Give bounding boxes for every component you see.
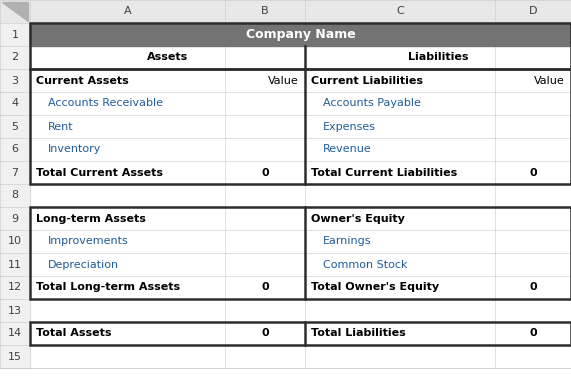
Text: 8: 8 (11, 190, 19, 201)
Text: 9: 9 (11, 213, 19, 224)
Polygon shape (2, 2, 28, 21)
Text: 7: 7 (11, 167, 19, 178)
Text: Accounts Payable: Accounts Payable (323, 98, 421, 109)
Text: Total Liabilities: Total Liabilities (311, 328, 406, 339)
Text: B: B (261, 6, 269, 17)
Bar (0, 345, 30, 368)
Bar (0, 0, 571, 23)
Text: Rent: Rent (48, 121, 74, 132)
Text: Total Current Liabilities: Total Current Liabilities (311, 167, 457, 178)
Text: Total Assets: Total Assets (36, 328, 111, 339)
Bar (30, 69, 571, 184)
Text: Value: Value (268, 75, 299, 86)
Text: Owner's Equity: Owner's Equity (311, 213, 405, 224)
Text: Long-term Assets: Long-term Assets (36, 213, 146, 224)
Bar (0, 207, 30, 230)
Bar (0, 184, 30, 207)
Bar (0, 276, 30, 299)
Text: Total Long-term Assets: Total Long-term Assets (36, 282, 180, 293)
Bar (0, 69, 30, 92)
Text: 12: 12 (8, 282, 22, 293)
Text: Current Assets: Current Assets (36, 75, 128, 86)
Bar (0, 230, 30, 253)
Text: Improvements: Improvements (48, 236, 128, 247)
Text: 0: 0 (261, 282, 269, 293)
Text: Total Current Assets: Total Current Assets (36, 167, 163, 178)
Text: Common Stock: Common Stock (323, 259, 408, 270)
Text: Earnings: Earnings (323, 236, 372, 247)
Bar (0, 46, 30, 69)
Text: 4: 4 (11, 98, 19, 109)
Text: 3: 3 (11, 75, 18, 86)
Text: 2: 2 (11, 52, 19, 63)
Text: 0: 0 (529, 282, 537, 293)
Text: 10: 10 (8, 236, 22, 247)
Text: 0: 0 (529, 167, 537, 178)
Bar (0, 253, 30, 276)
Text: 6: 6 (11, 144, 18, 155)
Bar (0, 92, 30, 115)
Text: Current Liabilities: Current Liabilities (311, 75, 423, 86)
Bar (0, 299, 30, 322)
Text: 5: 5 (11, 121, 18, 132)
Text: 11: 11 (8, 259, 22, 270)
Bar (0, 115, 30, 138)
Text: 1: 1 (11, 29, 18, 40)
Bar (0, 322, 30, 345)
Bar (30, 23, 571, 46)
Text: Company Name: Company Name (246, 28, 355, 41)
Bar (0, 138, 30, 161)
Text: Value: Value (534, 75, 565, 86)
Bar (30, 207, 571, 299)
Text: Liabilities: Liabilities (408, 52, 468, 63)
Text: C: C (396, 6, 404, 17)
Text: Depreciation: Depreciation (48, 259, 119, 270)
Bar (30, 23, 571, 69)
Text: 0: 0 (261, 167, 269, 178)
Text: Assets: Assets (147, 52, 188, 63)
Text: 14: 14 (8, 328, 22, 339)
Text: Revenue: Revenue (323, 144, 372, 155)
Bar (0, 23, 30, 46)
Text: 0: 0 (529, 328, 537, 339)
Text: Accounts Receivable: Accounts Receivable (48, 98, 163, 109)
Text: Expenses: Expenses (323, 121, 376, 132)
Text: 15: 15 (8, 351, 22, 362)
Text: Total Owner's Equity: Total Owner's Equity (311, 282, 439, 293)
Bar (0, 161, 30, 184)
Text: 13: 13 (8, 305, 22, 316)
Text: 0: 0 (261, 328, 269, 339)
Text: Inventory: Inventory (48, 144, 102, 155)
Text: A: A (124, 6, 131, 17)
Text: D: D (529, 6, 537, 17)
Bar (30, 322, 571, 345)
